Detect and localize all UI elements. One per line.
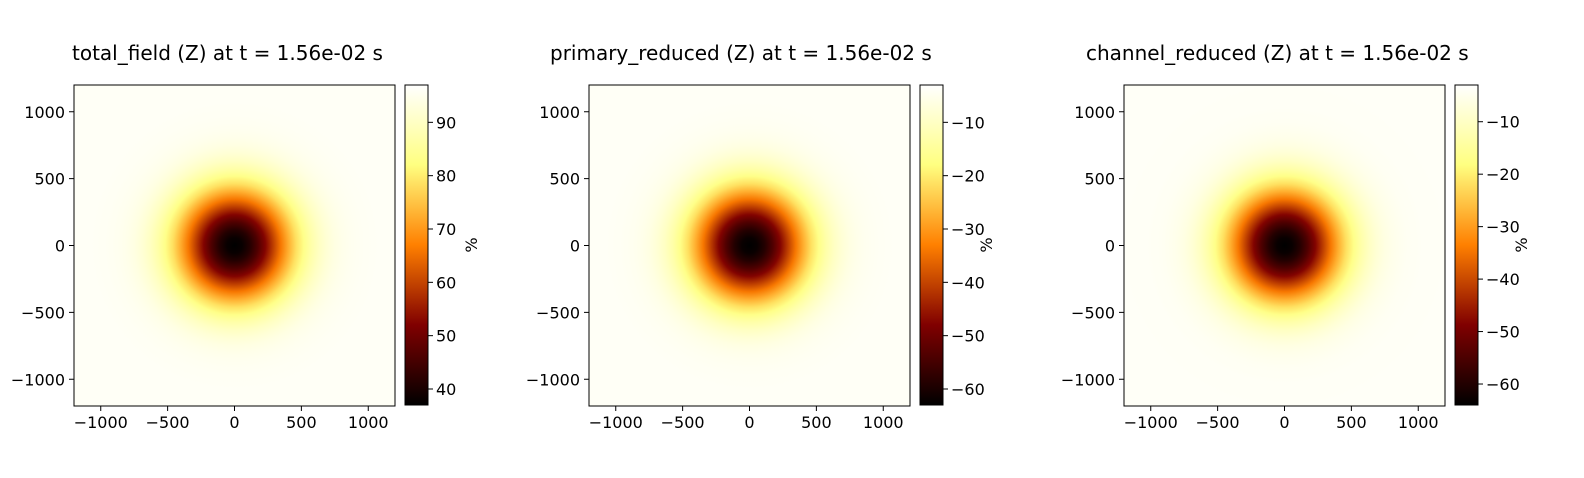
x-tick-label: −1000 bbox=[589, 413, 643, 432]
x-tick-label: −500 bbox=[146, 413, 190, 432]
y-tick-label: 0 bbox=[1105, 237, 1115, 256]
colorbar bbox=[404, 84, 429, 406]
colorbar-tick-label: −10 bbox=[951, 113, 985, 132]
x-tick-label: −500 bbox=[661, 413, 705, 432]
y-tick-label: 500 bbox=[34, 170, 65, 189]
colorbar-tick-label: −60 bbox=[1486, 375, 1520, 394]
panel-3: channel_reduced (Z) at t = 1.56e-02 s −10… bbox=[1061, 41, 1531, 432]
y-tick-label: −500 bbox=[21, 303, 65, 322]
y-tick-label: 1000 bbox=[539, 103, 580, 122]
colorbar-tick-label: −30 bbox=[1486, 218, 1520, 237]
y-tick-label: −1000 bbox=[526, 370, 580, 389]
colorbar-label: % bbox=[977, 237, 996, 252]
x-tick-label: 0 bbox=[229, 413, 239, 432]
heatmap-image bbox=[1124, 85, 1445, 406]
x-tick-label: −1000 bbox=[74, 413, 128, 432]
colorbar-tick-label: −10 bbox=[1486, 113, 1520, 132]
colorbar-label: % bbox=[1512, 237, 1531, 252]
x-tick-label: 500 bbox=[1336, 413, 1367, 432]
colorbar-tick-label: −60 bbox=[951, 380, 985, 399]
y-tick-label: 0 bbox=[570, 237, 580, 256]
heatmap-image bbox=[589, 85, 910, 406]
y-tick-label: −1000 bbox=[1061, 370, 1115, 389]
x-tick-label: 1000 bbox=[1398, 413, 1439, 432]
colorbar-tick-label: −50 bbox=[951, 327, 985, 346]
x-tick-label: 500 bbox=[801, 413, 832, 432]
y-tick-label: −1000 bbox=[11, 370, 65, 389]
x-tick-label: −1000 bbox=[1124, 413, 1178, 432]
colorbar-label: % bbox=[462, 237, 481, 252]
colorbar-tick-label: 70 bbox=[436, 220, 456, 239]
x-tick-label: 1000 bbox=[863, 413, 904, 432]
colorbar-tick-label: 40 bbox=[436, 380, 456, 399]
y-tick-label: 1000 bbox=[1074, 103, 1115, 122]
x-tick-label: 0 bbox=[1279, 413, 1289, 432]
y-tick-label: 500 bbox=[549, 170, 580, 189]
colorbar-tick-label: −20 bbox=[1486, 165, 1520, 184]
y-tick-label: 500 bbox=[1084, 170, 1115, 189]
x-tick-label: 1000 bbox=[348, 413, 389, 432]
x-tick-label: 0 bbox=[744, 413, 754, 432]
chart-title: total_field (Z) at t = 1.56e-02 s bbox=[72, 41, 383, 65]
x-tick-label: −500 bbox=[1196, 413, 1240, 432]
y-tick-label: −500 bbox=[1071, 303, 1115, 322]
colorbar-tick-label: 90 bbox=[436, 113, 456, 132]
y-tick-label: 1000 bbox=[24, 103, 65, 122]
x-tick-label: 500 bbox=[286, 413, 317, 432]
colorbar bbox=[1454, 84, 1479, 406]
y-tick-label: 0 bbox=[55, 237, 65, 256]
chart-title: primary_reduced (Z) at t = 1.56e-02 s bbox=[550, 41, 932, 65]
colorbar-tick-label: 60 bbox=[436, 273, 456, 292]
colorbar-tick-label: −40 bbox=[1486, 270, 1520, 289]
colorbar-tick-label: 50 bbox=[436, 327, 456, 346]
chart-title: channel_reduced (Z) at t = 1.56e-02 s bbox=[1086, 41, 1469, 65]
y-tick-label: −500 bbox=[536, 303, 580, 322]
colorbar-tick-label: −40 bbox=[951, 273, 985, 292]
colorbar-tick-label: −20 bbox=[951, 167, 985, 186]
panel-2: primary_reduced (Z) at t = 1.56e-02 s −10… bbox=[526, 41, 996, 432]
colorbar-tick-label: −30 bbox=[951, 220, 985, 239]
colorbar-tick-label: −50 bbox=[1486, 323, 1520, 342]
heatmap-image bbox=[74, 85, 395, 406]
colorbar-tick-label: 80 bbox=[436, 167, 456, 186]
colorbar bbox=[919, 84, 944, 406]
panel-1: total_field (Z) at t = 1.56e-02 s −1000 −5… bbox=[11, 41, 481, 432]
